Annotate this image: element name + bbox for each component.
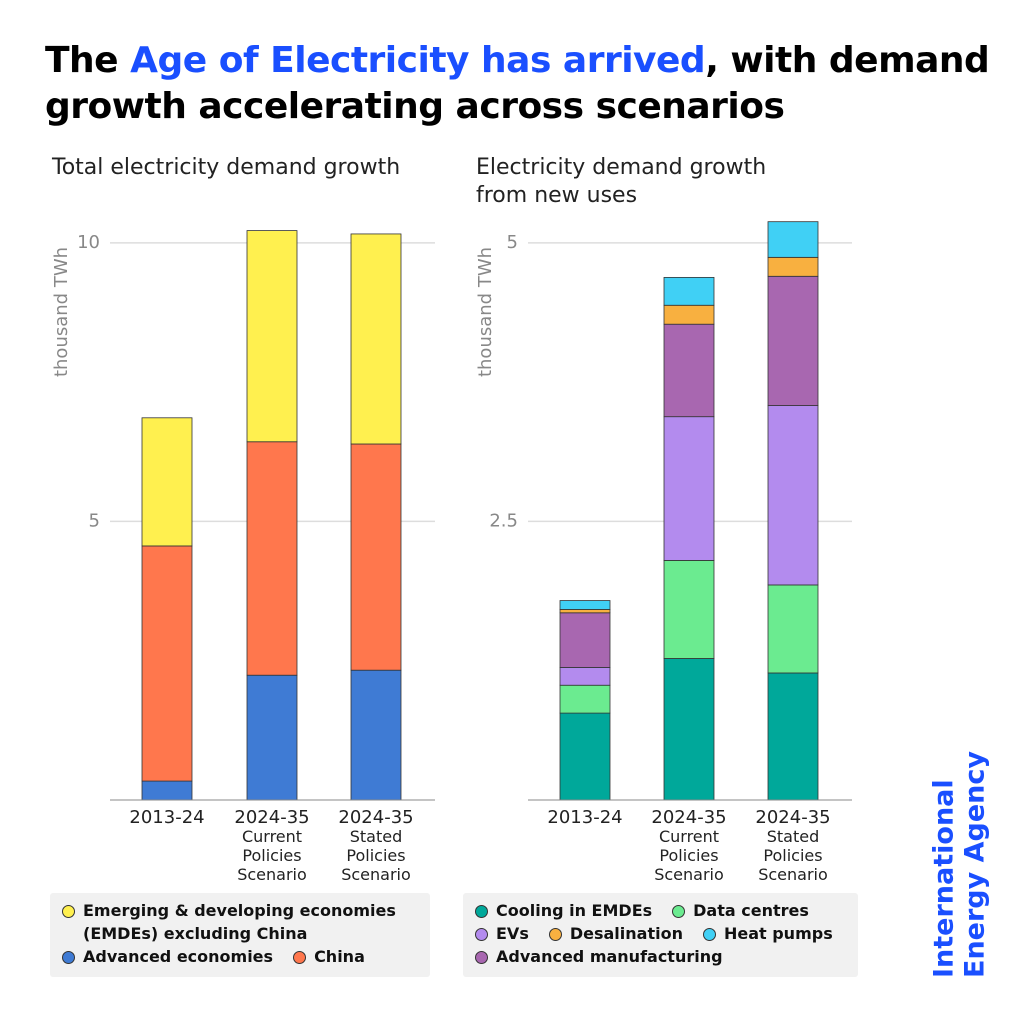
x-tick-label: 2024-35 Current Policies Scenario (234, 807, 309, 884)
chart-subtitle: Total electricity demand growth (52, 155, 401, 180)
logo-text: International (929, 779, 960, 978)
legend-item: Heat pumps (702, 922, 833, 945)
bar-segment (663, 323, 715, 418)
legend-marker (672, 905, 686, 918)
bar-segment (141, 780, 193, 801)
bar-segment (767, 256, 819, 277)
legend-item: Data centres (672, 899, 809, 922)
legend-label: Heat pumps (723, 924, 833, 943)
bar-segment (246, 441, 298, 676)
y-tick-label: 5 (507, 232, 518, 253)
bar-segment (663, 276, 715, 306)
y-axis-label: thousand TWh (51, 247, 72, 377)
bar-segment (559, 609, 611, 614)
bar-segment (559, 667, 611, 686)
legend-label: Data centres (693, 901, 809, 920)
legend-marker (62, 905, 75, 918)
y-tick-label: 10 (77, 232, 100, 253)
legend-label: China (314, 947, 365, 966)
bar-segment (350, 233, 402, 445)
legend-marker (548, 928, 562, 941)
bar-segment (663, 304, 715, 325)
legend-row: Cooling in EMDEs Data centres (475, 899, 846, 922)
bar-segment (767, 275, 819, 406)
title-highlight: Age of Electricity has arrived (130, 40, 706, 81)
legend-marker (475, 951, 488, 964)
legend-marker (702, 928, 716, 941)
title-text: , with demand growth accelerating across… (45, 40, 990, 127)
x-tick-label: 2013-24 (547, 807, 622, 828)
bar-segment (663, 560, 715, 659)
legend: Cooling in EMDEs Data centres EVs Desalinat… (463, 893, 858, 977)
bar-segment (767, 584, 819, 674)
bar-segment (767, 405, 819, 586)
legend-row: Advanced manufacturing (475, 945, 846, 968)
legend-item: Desalination (548, 922, 683, 945)
logo-text: Energy Agency (960, 751, 991, 978)
bar-segment (350, 443, 402, 671)
bar-segment (141, 417, 193, 547)
bar-segment (767, 672, 819, 801)
legend-label: EVs (496, 924, 529, 943)
legend-row: EVs Desalination Heat pumps (475, 922, 846, 945)
legend-label: Emerging & developing economies (EMDEs) … (83, 901, 396, 943)
legend-row: Advanced economies China (62, 945, 418, 968)
y-axis-label: thousand TWh (475, 247, 496, 377)
x-tick-label: 2024-35 Current Policies Scenario (651, 807, 726, 884)
legend-item: China (293, 945, 365, 968)
bar-segment (141, 545, 193, 782)
legend-item: Emerging & developing economies (EMDEs) … (62, 899, 418, 945)
legend-label: Advanced manufacturing (496, 947, 723, 966)
legend-label: Advanced economies (83, 947, 274, 966)
chart-subtitle: Electricity demand growth from new uses (476, 155, 767, 208)
bar-segment (559, 712, 611, 801)
y-tick-label: 2.5 (489, 510, 518, 531)
x-tick-label: 2013-24 (129, 807, 204, 828)
title: The Age of Electricity has arrived, with… (45, 38, 995, 130)
legend: Emerging & developing economies (EMDEs) … (50, 893, 430, 977)
bar-segment (663, 658, 715, 801)
x-tick-label: 2024-35 Stated Policies Scenario (755, 807, 830, 884)
bar-segment (559, 684, 611, 714)
legend-marker (475, 928, 488, 941)
legend-marker (475, 905, 488, 918)
bar-segment (246, 230, 298, 443)
bar-segment (767, 221, 819, 258)
bar-segment (559, 612, 611, 668)
bar-segment (663, 416, 715, 561)
x-tick-label: 2024-35 Stated Policies Scenario (338, 807, 413, 884)
legend-label: Cooling in EMDEs (496, 901, 653, 920)
bar-segment (246, 674, 298, 801)
legend-item: EVs (475, 922, 529, 945)
legend-row: Emerging & developing economies (EMDEs) … (62, 899, 418, 945)
legend-label: Desalination (569, 924, 683, 943)
title-text: The (45, 40, 131, 81)
legend-item: Cooling in EMDEs (475, 899, 652, 922)
legend-marker (293, 951, 307, 964)
bar-segment (559, 600, 611, 610)
legend-item: Advanced manufacturing (475, 945, 723, 968)
legend-marker (62, 951, 75, 964)
bar-segment (350, 669, 402, 801)
y-tick-label: 5 (89, 510, 100, 531)
legend-item: Advanced economies (62, 945, 273, 968)
